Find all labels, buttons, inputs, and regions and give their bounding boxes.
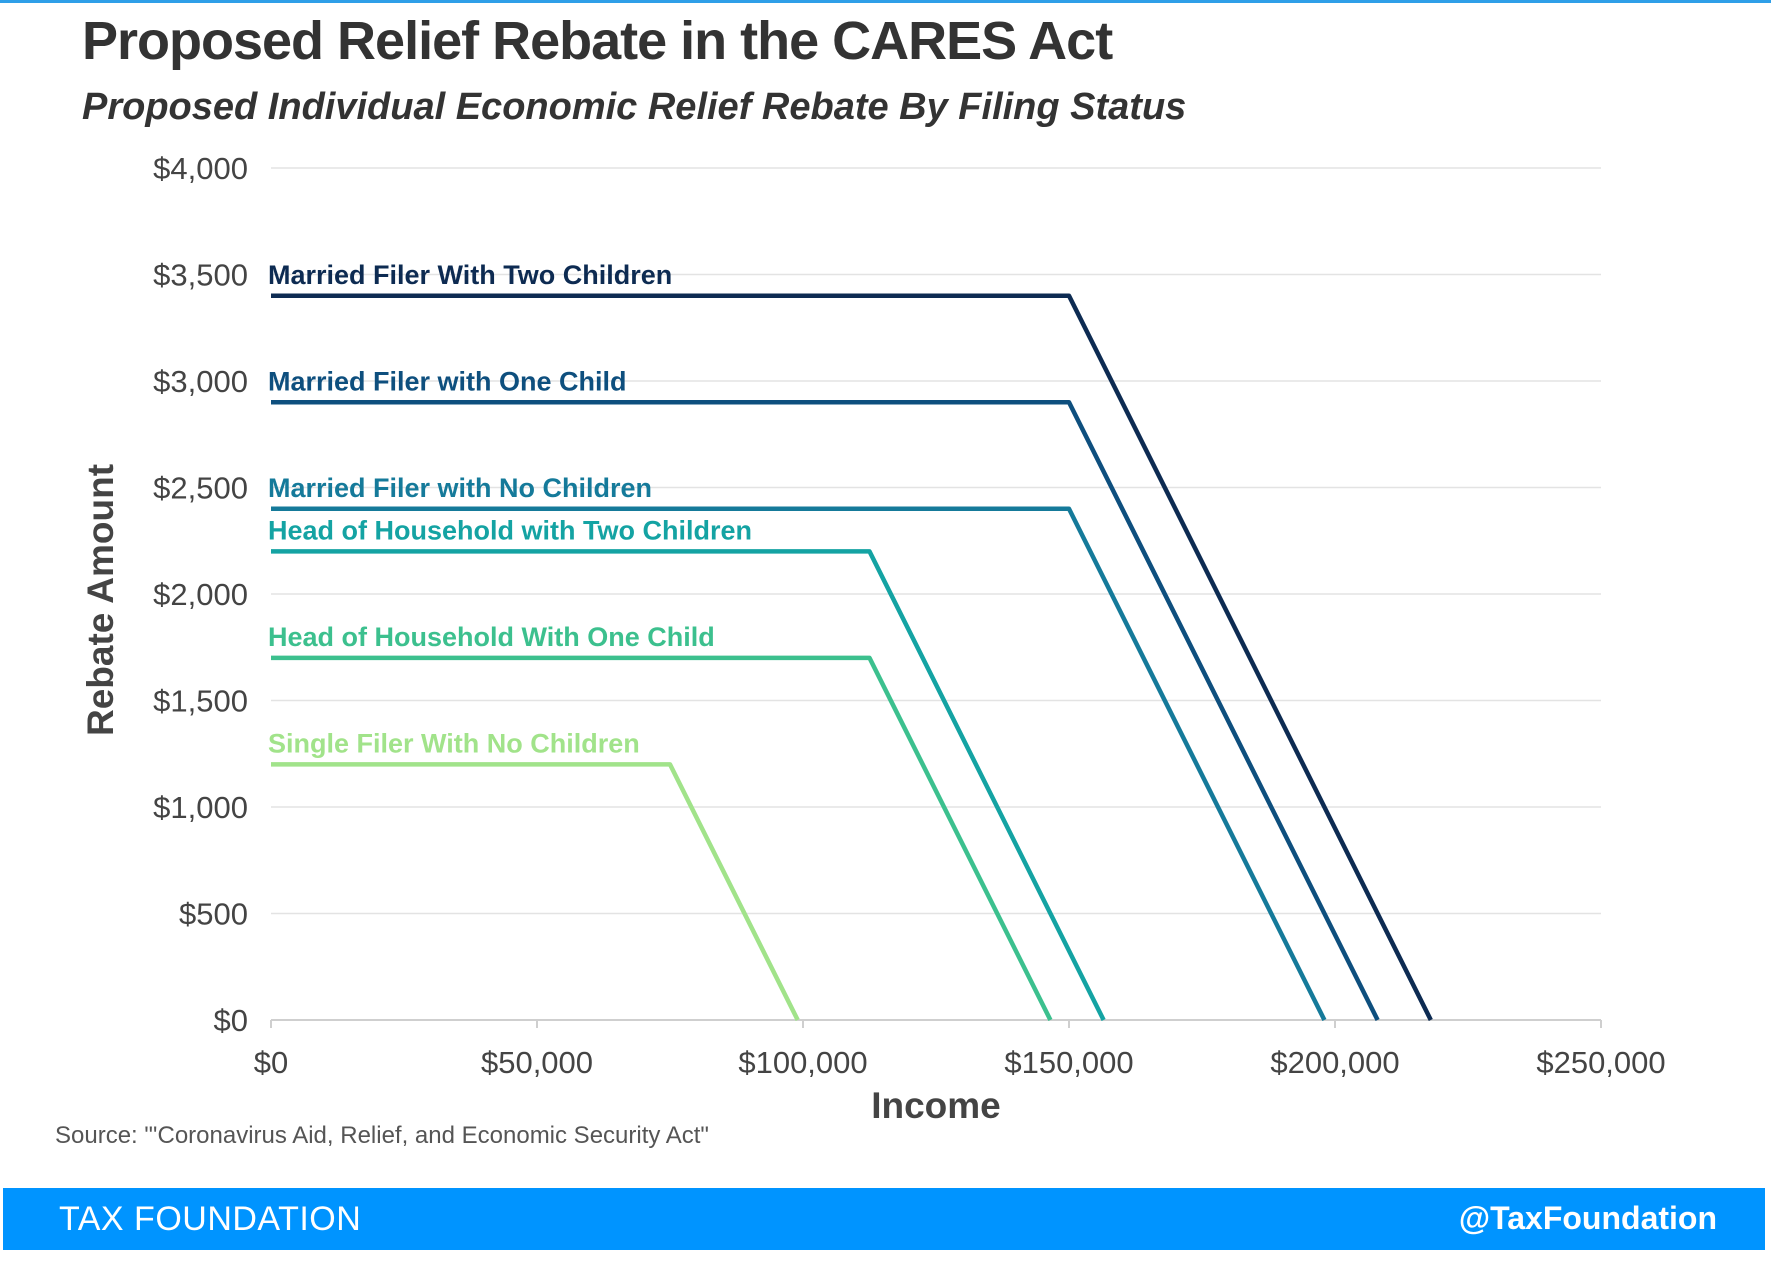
- x-tick-label: $0: [254, 1045, 288, 1080]
- y-axis-ticks: $0 $500 $1,000 $1,500 $2,000 $2,500 $3,000 $3,5…: [153, 151, 248, 1038]
- page-subtitle: Proposed Individual Economic Relief Reba…: [82, 86, 1187, 128]
- series-label: Single Filer With No Children: [268, 728, 640, 758]
- series-label: Married Filer with One Child: [268, 366, 627, 396]
- y-axis-title: Rebate Amount: [80, 464, 121, 736]
- y-tick-label: $0: [214, 1003, 248, 1038]
- series-line: [271, 293, 1433, 1022]
- y-tick-label: $4,000: [153, 151, 248, 186]
- top-rule: [0, 0, 1771, 3]
- x-axis-ticks: $0 $50,000 $100,000 $150,000 $200,000 $250,00…: [254, 1019, 1666, 1080]
- footer-brand: TAX FOUNDATION: [59, 1200, 362, 1238]
- x-tick-label: $100,000: [738, 1045, 867, 1080]
- series-labels: Married Filer With Two Children Married F…: [268, 260, 752, 759]
- series-label: Married Filer with No Children: [268, 473, 652, 503]
- series-line: [271, 549, 1106, 1022]
- source-note: Source: "'Coronavirus Aid, Relief, and E…: [55, 1122, 709, 1149]
- y-tick-label: $500: [179, 897, 248, 932]
- x-tick-label: $200,000: [1270, 1045, 1399, 1080]
- rebate-line-chart: $0 $500 $1,000 $1,500 $2,000 $2,500 $3,000 $3,5…: [80, 151, 1666, 1126]
- series-label: Head of Household With One Child: [268, 622, 715, 652]
- y-tick-label: $3,000: [153, 364, 248, 399]
- x-tick-label: $150,000: [1004, 1045, 1133, 1080]
- series-line: [271, 655, 1053, 1022]
- y-tick-label: $2,000: [153, 577, 248, 612]
- series-label: Married Filer With Two Children: [268, 260, 672, 290]
- x-axis-title: Income: [871, 1085, 1001, 1126]
- y-tick-label: $1,500: [153, 684, 248, 719]
- x-tick-label: $50,000: [481, 1045, 593, 1080]
- footer-bar: TAX FOUNDATION @TaxFoundation: [3, 1188, 1765, 1250]
- series-line: [271, 400, 1380, 1022]
- series-line: [271, 506, 1327, 1022]
- gridlines: [271, 167, 1601, 915]
- y-tick-label: $2,500: [153, 471, 248, 506]
- series-lines: [271, 293, 1433, 1022]
- y-tick-label: $1,000: [153, 790, 248, 825]
- y-tick-label: $3,500: [153, 258, 248, 293]
- series-label: Head of Household with Two Children: [268, 515, 752, 545]
- x-tick-label: $250,000: [1536, 1045, 1665, 1080]
- page-title: Proposed Relief Rebate in the CARES Act: [82, 11, 1113, 71]
- footer-handle: @TaxFoundation: [1458, 1200, 1717, 1236]
- series-line: [271, 762, 800, 1022]
